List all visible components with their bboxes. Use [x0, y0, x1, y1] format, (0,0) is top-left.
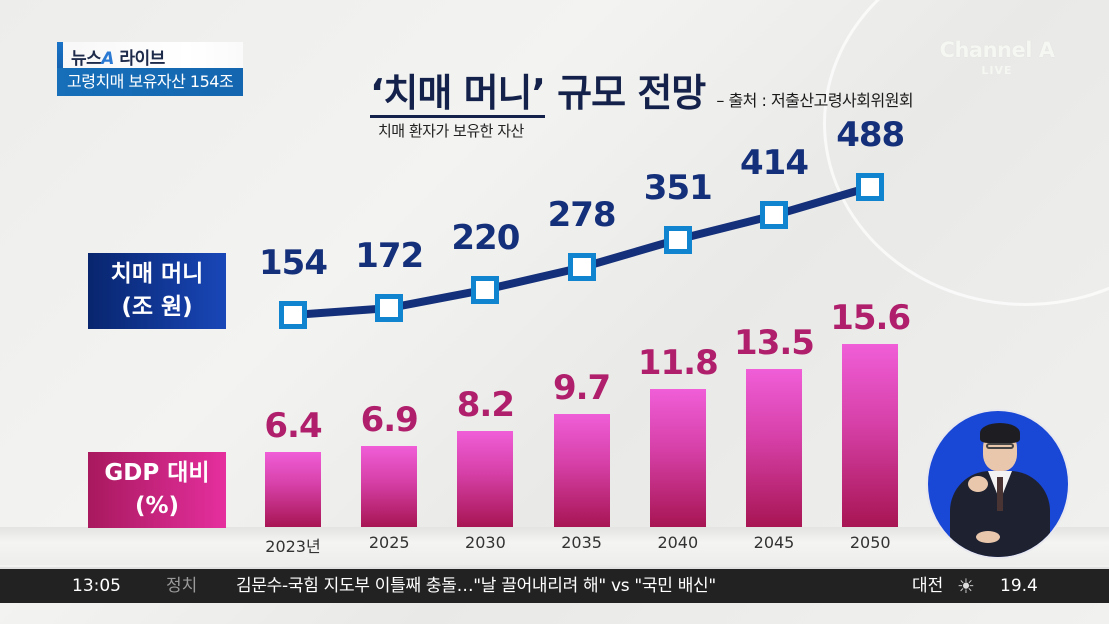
gdp-bar-value: 6.4	[264, 406, 322, 447]
gdp-bar-value: 11.8	[637, 342, 719, 383]
x-axis-label: 2023년	[265, 537, 321, 556]
gdp-bar-value: 13.5	[734, 323, 815, 364]
interpreter-glasses	[986, 443, 1014, 449]
x-axis-label: 2050	[849, 533, 891, 552]
channel-logo: Channel A LIVE	[922, 38, 1072, 98]
weather-city: 대전	[912, 576, 944, 596]
program-brand-news: 뉴스	[71, 49, 102, 69]
chart-source: – 출처 : 저출산고령사회위원회	[716, 91, 914, 110]
money-line-marker	[856, 173, 885, 201]
interpreter-hand	[968, 476, 988, 492]
ticker-category: 정치	[166, 576, 198, 596]
legend-label-gdp-line2: (%)	[134, 493, 180, 519]
x-axis-label: 2025	[368, 533, 410, 552]
money-line-marker	[567, 253, 596, 282]
chart-title-rest: 규모 전망	[544, 71, 706, 115]
x-axis-label: 2045	[753, 533, 795, 552]
money-line-value: 488	[836, 115, 905, 155]
chart-title: ‘치매 머니’ 규모 전망 – 출처 : 저출산고령사회위원회	[370, 62, 914, 118]
sun-icon: ☀	[957, 574, 975, 598]
money-line-marker	[279, 301, 307, 329]
gdp-bar	[842, 344, 899, 527]
program-badge: 뉴스A 라이브 고령치매 보유자산 154조	[57, 42, 243, 96]
program-brand-a-logo: A	[101, 49, 114, 69]
money-line-marker	[663, 225, 692, 254]
gdp-bar-value: 15.6	[830, 298, 911, 339]
gdp-bar	[746, 369, 802, 527]
gdp-bar	[265, 452, 321, 527]
chart-title-main: ‘치매 머니’ 규모 전망	[370, 62, 706, 118]
live-indicator: LIVE	[981, 64, 1013, 77]
ticker-headline: 김문수-국힘 지도부 이틀째 충돌…"날 끌어내리려 해" vs "국민 배신"	[236, 576, 716, 596]
program-name: 라이브	[119, 49, 165, 69]
ticker-time: 13:05	[72, 576, 121, 596]
money-line-value: 220	[451, 217, 520, 258]
money-line-marker	[760, 201, 788, 230]
legend-label-gdp-line1: GDP 대비	[104, 460, 210, 486]
gdp-bar-value: 6.9	[360, 400, 419, 441]
legend-label-gdp: GDP 대비 (%)	[88, 452, 226, 528]
sign-language-interpreter	[926, 409, 1070, 559]
channel-logo-text: Channel A	[939, 38, 1055, 62]
interpreter-hair	[980, 423, 1020, 443]
chart-subtitle: 치매 환자가 보유한 자산	[378, 122, 524, 140]
chart-title-quoted: ‘치매 머니’	[370, 71, 546, 118]
gdp-bar-value: 9.7	[552, 367, 611, 408]
money-line-value: 154	[259, 243, 328, 283]
program-brand-bar: 뉴스A 라이브	[57, 42, 243, 96]
gdp-bar-value: 8.2	[456, 385, 515, 426]
money-line-value: 351	[643, 167, 713, 208]
legend-label-money: 치매 머니 (조 원)	[88, 253, 226, 329]
gdp-bar	[457, 431, 514, 527]
money-line-value: 172	[355, 236, 424, 277]
x-axis-label: 2030	[465, 533, 506, 552]
money-line-marker	[471, 275, 500, 304]
money-line-marker	[375, 294, 404, 323]
money-line-value: 414	[740, 143, 809, 184]
interpreter-tie	[997, 477, 1003, 511]
gdp-bar	[649, 388, 706, 527]
headline-caption: 고령치매 보유자산 154조	[57, 68, 243, 96]
gdp-bar	[361, 446, 418, 527]
gdp-bar	[553, 413, 610, 527]
program-brand: 뉴스A 라이브	[71, 44, 165, 69]
money-line-value: 278	[547, 195, 617, 236]
x-axis-label: 2035	[561, 533, 602, 552]
x-axis-label: 2040	[657, 533, 699, 552]
legend-label-money-line2: (조 원)	[121, 294, 193, 320]
news-ticker: 13:05 정치 김문수-국힘 지도부 이틀째 충돌…"날 끌어내리려 해" v…	[0, 569, 1109, 603]
legend-label-money-line1: 치매 머니	[110, 261, 204, 287]
x-axis-band	[0, 527, 1109, 565]
weather-temperature: 19.4	[1000, 576, 1038, 596]
interpreter-hand	[976, 531, 1000, 543]
ticker-divider	[0, 567, 1109, 569]
